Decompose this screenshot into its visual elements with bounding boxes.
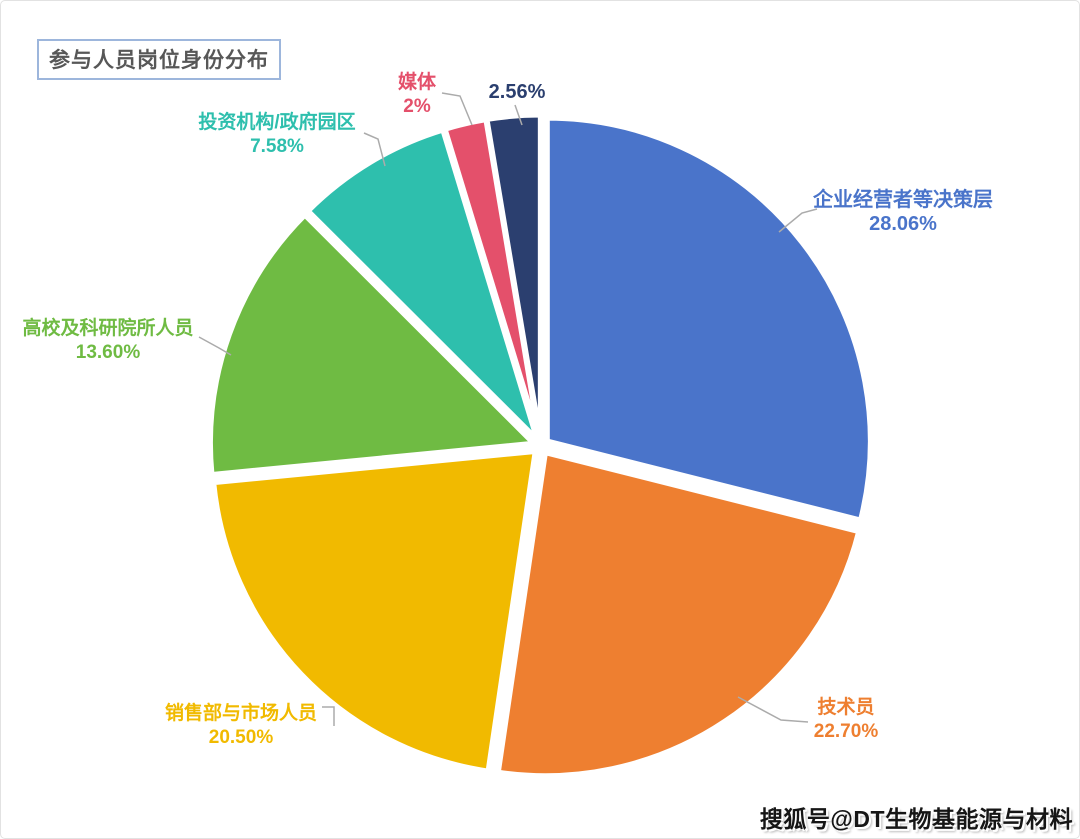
leader-line-decision [778, 208, 818, 233]
slice-pct-text: 2.56% [488, 81, 546, 103]
leader-line-media [441, 92, 473, 126]
pie-slice-0 [544, 115, 873, 523]
pie-slice-6 [484, 112, 543, 441]
slice-label-text: 销售部与市场人员 [164, 703, 318, 724]
slice-label-text: 投资机构/政府园区 [198, 112, 356, 133]
leader-line-uni [198, 336, 232, 356]
slice-pct-text: 2% [403, 96, 431, 117]
slice-label-invest: 投资机构/政府园区 7.58% [198, 111, 355, 159]
leader-line-sales [322, 706, 335, 726]
chart-title: 参与人员岗位身份分布 [49, 49, 269, 72]
slice-pct-text: 13.60% [75, 342, 141, 363]
pie-slice-2 [211, 449, 538, 774]
slice-label-decision: 企业经营者等决策层 28.06% [813, 188, 993, 236]
slice-label-sales: 销售部与市场人员 20.50% [165, 702, 317, 750]
slice-label-uni: 高校及科研院所人员 13.60% [22, 317, 193, 365]
slice-label-text: 媒体 [397, 72, 437, 93]
leader-line-navy [514, 104, 523, 126]
pie-slices-group [207, 112, 873, 779]
slice-label-text: 企业经营者等决策层 [813, 189, 993, 211]
leader-line-tech [737, 696, 809, 723]
watermark: 搜狐号@DT生物基能源与材料 [759, 806, 1073, 832]
slice-label-navy: 2.56% [489, 80, 546, 104]
slice-pct-text: 20.50% [208, 727, 274, 748]
leader-lines-group [198, 92, 818, 726]
pie-slice-1 [495, 450, 862, 779]
slice-label-tech: 技术员 22.70% [814, 696, 878, 744]
slice-label-media: 媒体 2% [398, 71, 436, 119]
slice-pct-text: 7.58% [250, 136, 304, 157]
chart-title-box: 参与人员岗位身份分布 [37, 39, 281, 80]
leader-line-invest [363, 132, 386, 167]
slice-pct-text: 22.70% [813, 721, 879, 742]
slice-label-text: 技术员 [817, 697, 875, 718]
slice-label-text: 高校及科研院所人员 [22, 318, 194, 339]
pie-slice-4 [305, 127, 540, 442]
slice-pct-text: 28.06% [869, 213, 937, 235]
pie-slice-3 [207, 212, 536, 477]
